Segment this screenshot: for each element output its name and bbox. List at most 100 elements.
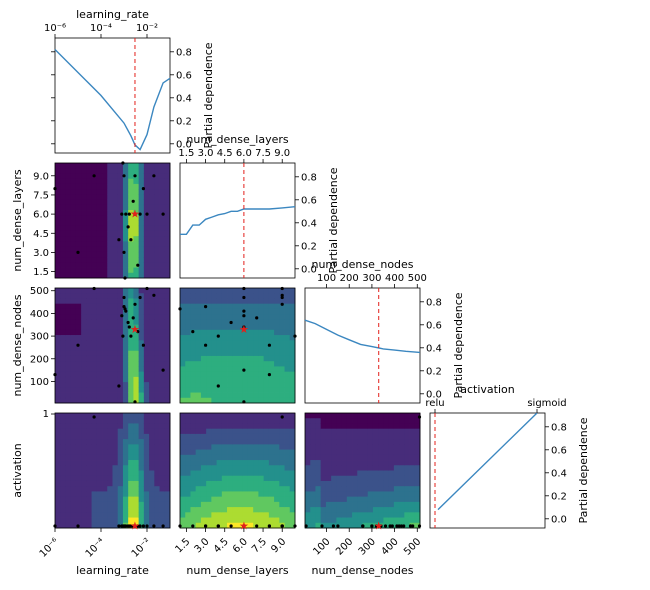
contour-cell (96, 345, 103, 352)
contour-cell (341, 496, 348, 503)
contour-cell (159, 418, 166, 424)
contour-cell (315, 460, 322, 466)
contour-cell (86, 439, 92, 445)
contour-cell (117, 413, 124, 419)
contour-cell (149, 329, 155, 336)
contour-cell (409, 507, 416, 513)
contour-cell (352, 507, 358, 513)
contour-cell (149, 387, 155, 393)
contour-cell (91, 246, 98, 253)
contour-cell (107, 293, 113, 299)
contour-cell (200, 507, 207, 513)
contour-cell (310, 428, 316, 435)
contour-cell (305, 496, 311, 503)
contour-cell (216, 340, 223, 346)
contour-cell (107, 257, 113, 263)
contour-cell (122, 272, 129, 279)
contour-cell (315, 507, 322, 513)
contour-cell (190, 449, 197, 456)
contour-cell (253, 371, 259, 378)
contour-cell (216, 486, 223, 492)
contour-cell (247, 366, 254, 373)
contour-cell (81, 303, 87, 310)
contour-cell (70, 215, 77, 221)
contour-cell (75, 376, 82, 383)
contour-cell (237, 298, 244, 305)
contour-cell (409, 460, 416, 466)
contour-cell (107, 355, 113, 362)
contour-cell (310, 517, 316, 524)
contour-cell (216, 314, 223, 320)
sample-point (242, 325, 246, 329)
contour-cell (289, 376, 296, 383)
contour-cell (159, 517, 166, 524)
contour-cell (133, 241, 140, 248)
contour-cell (133, 454, 140, 461)
contour-cell (133, 491, 140, 498)
contour-cell (102, 387, 108, 393)
contour-cell (117, 230, 124, 237)
contour-cell (65, 392, 72, 399)
contour-cell (242, 361, 249, 367)
contour-cell (185, 460, 191, 466)
contour-cell (107, 480, 113, 487)
contour-cell (185, 454, 191, 461)
contour-cell (91, 257, 98, 263)
contour-cell (227, 340, 233, 346)
contour-cell (112, 178, 119, 185)
contour-cell (180, 423, 186, 430)
contour-cell (320, 465, 327, 471)
contour-cell (159, 397, 166, 404)
contour-cell (268, 345, 275, 352)
contour-cell (164, 428, 171, 435)
contour-cell (164, 496, 171, 503)
contour-cell (128, 387, 134, 393)
contour-cell (60, 350, 66, 357)
contour-cell (117, 194, 124, 200)
contour-cell (55, 366, 61, 373)
contour-cell (279, 319, 285, 325)
contour-cell (206, 298, 212, 305)
contour-cell (122, 449, 129, 456)
contour-cell (310, 496, 316, 503)
contour-cell (372, 454, 379, 461)
contour-panel-activation-vs-learning_rate (55, 413, 171, 529)
contour-cell (388, 449, 395, 456)
contour-cell (107, 501, 113, 508)
contour-cell (216, 288, 223, 294)
contour-cell (143, 465, 150, 471)
contour-cell (200, 366, 207, 373)
contour-cell (216, 397, 223, 404)
contour-cell (378, 465, 384, 471)
contour-cell (195, 361, 202, 367)
contour-cell (325, 444, 332, 450)
contour-cell (216, 355, 223, 362)
contour-cell (75, 335, 82, 341)
contour-cell (247, 439, 254, 445)
contour-cell (216, 293, 223, 299)
contour-cell (117, 335, 124, 341)
sample-point (229, 524, 233, 528)
contour-cell (200, 350, 207, 357)
contour-cell (70, 246, 77, 253)
contour-cell (91, 433, 98, 440)
contour-cell (331, 517, 337, 524)
contour-cell (117, 189, 124, 195)
contour-cell (91, 460, 98, 466)
contour-cell (117, 491, 124, 498)
contour-cell (55, 392, 61, 399)
contour-cell (263, 288, 270, 294)
contour-cell (55, 241, 61, 248)
contour-cell (154, 480, 160, 487)
contour-cell (237, 350, 244, 357)
top-xtick-label: 4.5 (217, 148, 233, 159)
contour-cell (75, 371, 82, 378)
contour-cell (128, 475, 134, 482)
contour-cell (305, 444, 311, 450)
contour-cell (143, 298, 150, 305)
contour-cell (122, 246, 129, 253)
contour-cell (221, 329, 228, 336)
contour-cell (247, 470, 254, 477)
contour-cell (200, 382, 207, 388)
contour-cell (164, 355, 171, 362)
